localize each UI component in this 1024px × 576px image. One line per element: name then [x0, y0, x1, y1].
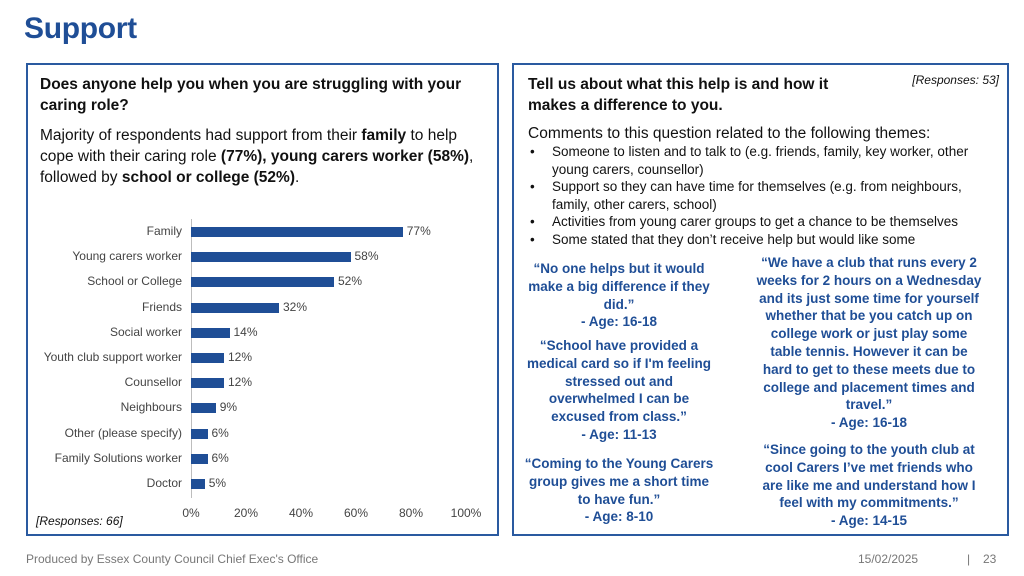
- bar: [191, 227, 403, 237]
- theme-item: Someone to listen and to talk to (e.g. f…: [528, 143, 1003, 178]
- bar: [191, 378, 224, 389]
- theme-item: Activities from young carer groups to ge…: [528, 213, 1003, 231]
- bar: [191, 252, 351, 263]
- bar-category-label: Youth club support worker: [43, 350, 182, 364]
- footer-date: 15/02/2025: [858, 552, 919, 566]
- comments-panel: Tell us about what this help is and how …: [512, 63, 1009, 536]
- quote-5: “Since going to the youth club at cool C…: [762, 442, 976, 529]
- page-title: Support: [24, 12, 137, 45]
- bar-value-label: 12%: [228, 375, 253, 390]
- bar-value-label: 9%: [219, 400, 238, 415]
- bar-category-label: Other (please specify): [64, 425, 182, 440]
- left-responses-count: [Responses: 66]: [36, 514, 123, 528]
- bar-category-label: Young carers worker: [72, 249, 182, 264]
- bar: [191, 453, 208, 464]
- right-responses-count: [Responses: 53]: [912, 73, 999, 87]
- bar-category-label: Doctor: [146, 476, 182, 490]
- x-tick-label: 40%: [288, 506, 314, 520]
- bar-value-label: 58%: [354, 249, 379, 264]
- right-question: Tell us about what this help is and how …: [528, 76, 829, 114]
- themes-intro: Comments to this question related to the…: [528, 125, 931, 142]
- summary-family: family: [361, 127, 407, 144]
- bar-value-label: 77%: [406, 224, 431, 238]
- bar: [191, 327, 230, 338]
- bar: [191, 479, 205, 489]
- themes-list: Someone to listen and to talk to (e.g. f…: [528, 143, 1003, 248]
- quote-4: “We have a club that runs every 2 weeks …: [756, 255, 982, 431]
- quote-1: “No one helps but it would make a big di…: [528, 261, 710, 330]
- quote-2: “School have provided a medical card so …: [526, 338, 712, 442]
- bar-value-label: 5%: [208, 476, 227, 490]
- summary-text: Majority of respondents had support from…: [40, 125, 480, 188]
- bar-value-label: 12%: [228, 350, 253, 364]
- footer-separator: |: [967, 552, 971, 566]
- summary-part-3: , followed by: [40, 148, 474, 186]
- theme-item: Support so they can have time for themse…: [528, 178, 1003, 213]
- x-tick-label: 60%: [343, 506, 369, 520]
- bar: [191, 277, 334, 288]
- bar-category-label: Friends: [141, 299, 182, 314]
- summary-part-4: .: [295, 169, 300, 186]
- bar-value-label: 6%: [211, 425, 229, 440]
- bar: [191, 403, 216, 414]
- summary-part-2: to help cope with their caring role: [40, 127, 458, 165]
- quote-3: “Coming to the Young Carers group gives …: [524, 456, 714, 525]
- bar-category-label: School or College: [87, 274, 182, 289]
- x-tick-label: 80%: [398, 506, 424, 520]
- footer-page-number: 23: [983, 552, 997, 566]
- bar-category-label: Social worker: [109, 324, 182, 339]
- x-tick-label: 100%: [450, 506, 482, 520]
- left-question: Does anyone help you when you are strugg…: [40, 76, 462, 114]
- bar-category-label: Family: [146, 224, 182, 238]
- support-chart-panel: Does anyone help you when you are strugg…: [26, 63, 499, 536]
- bar: [191, 428, 208, 439]
- summary-young-carers: (77%), young carers worker (58%): [220, 148, 470, 165]
- bar-value-label: 14%: [233, 324, 258, 339]
- footer-producer: Produced by Essex County Council Chief E…: [26, 552, 319, 566]
- bar-value-label: 6%: [211, 450, 229, 465]
- summary-part-1: Majority of respondents had support from…: [40, 127, 362, 144]
- bar: [191, 353, 224, 363]
- theme-item: Some stated that they don’t receive help…: [528, 231, 1003, 249]
- x-tick-label: 20%: [233, 506, 259, 520]
- bar: [191, 302, 279, 313]
- bar-category-label: Neighbours: [120, 400, 182, 415]
- support-bar-chart: Family 77% Young carers worker 58% School or…: [28, 213, 498, 533]
- bar-value-label: 52%: [338, 274, 363, 289]
- x-tick-label: 0%: [182, 506, 200, 520]
- summary-school: school or college (52%): [121, 169, 295, 186]
- bar-category-label: Family Solutions worker: [54, 450, 182, 465]
- bar-category-label: Counsellor: [124, 375, 182, 390]
- bar-value-label: 32%: [283, 299, 308, 314]
